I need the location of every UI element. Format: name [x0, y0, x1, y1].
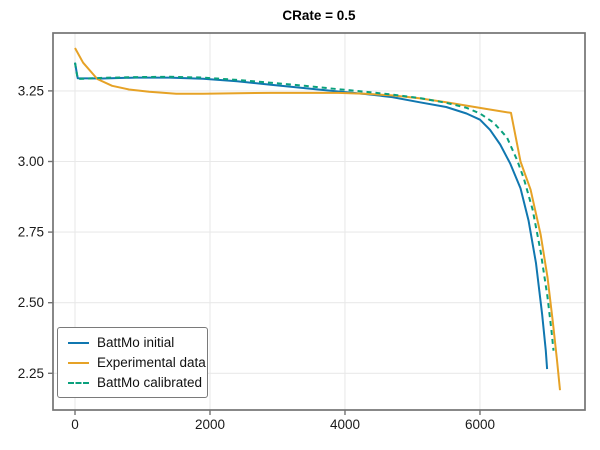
legend-item-1: Experimental data: [68, 355, 206, 370]
series-line-1: [74, 47, 561, 391]
legend-swatch-line: [68, 361, 89, 364]
y-tick-label: 2.50: [18, 295, 44, 310]
x-tick-label: 6000: [465, 417, 495, 432]
legend-label: BattMo calibrated: [97, 375, 203, 390]
y-tick-label: 2.25: [18, 366, 44, 381]
legend-item-0: BattMo initial: [68, 335, 197, 350]
legend-swatch-line: [68, 341, 89, 344]
legend-swatch-dashed-line: [68, 381, 89, 384]
legend-label: BattMo initial: [97, 335, 175, 350]
series-line-2: [74, 62, 555, 351]
x-tick-label: 4000: [330, 417, 360, 432]
legend: BattMo initial Experimental data BattMo ca…: [57, 327, 208, 398]
axes-frame: [52, 32, 586, 411]
y-tick-label: 3.00: [18, 154, 44, 169]
legend-item-2: BattMo calibrated: [68, 375, 202, 390]
y-tick-label: 3.25: [18, 83, 44, 98]
y-tick-label: 2.75: [18, 225, 44, 240]
x-tick-label: 0: [71, 417, 79, 432]
chart-title: CRate = 0.5: [282, 8, 356, 23]
x-tick-label: 2000: [195, 417, 225, 432]
legend-label: Experimental data: [97, 355, 206, 370]
series-line-0: [74, 62, 549, 370]
